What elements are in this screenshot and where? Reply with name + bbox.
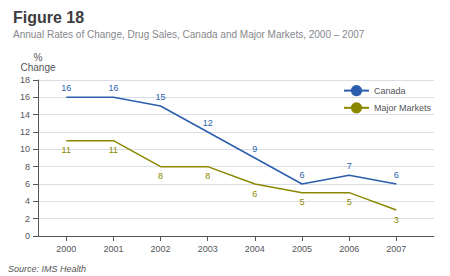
svg-text:2004: 2004: [245, 244, 265, 254]
svg-text:15: 15: [156, 92, 166, 102]
svg-text:6: 6: [299, 170, 304, 180]
svg-text:12: 12: [20, 127, 30, 137]
svg-text:4: 4: [25, 196, 30, 206]
svg-text:3: 3: [394, 215, 399, 225]
svg-text:8: 8: [25, 162, 30, 172]
svg-text:2003: 2003: [198, 244, 218, 254]
svg-text:Figure 18: Figure 18: [13, 9, 84, 26]
svg-text:6: 6: [25, 179, 30, 189]
svg-text:8: 8: [158, 171, 163, 181]
svg-text:2: 2: [25, 214, 30, 224]
svg-text:2005: 2005: [292, 244, 312, 254]
svg-text:2007: 2007: [386, 244, 406, 254]
svg-text:16: 16: [108, 83, 118, 93]
svg-text:0: 0: [25, 231, 30, 241]
svg-text:Source: IMS Health: Source: IMS Health: [8, 264, 86, 274]
svg-text:Annual Rates of Change, Drug S: Annual Rates of Change, Drug Sales, Cana…: [13, 29, 365, 40]
svg-text:Canada: Canada: [374, 86, 406, 96]
svg-text:18: 18: [20, 75, 30, 85]
svg-text:5: 5: [347, 197, 352, 207]
svg-text:2002: 2002: [151, 244, 171, 254]
svg-text:2000: 2000: [56, 244, 76, 254]
svg-text:16: 16: [20, 92, 30, 102]
svg-text:11: 11: [109, 145, 118, 155]
svg-text:2006: 2006: [339, 244, 359, 254]
svg-text:8: 8: [205, 171, 210, 181]
svg-text:10: 10: [20, 144, 30, 154]
svg-text:Major Markets: Major Markets: [374, 103, 432, 113]
svg-text:6: 6: [394, 170, 399, 180]
svg-text:12: 12: [203, 118, 213, 128]
svg-text:7: 7: [347, 161, 352, 171]
svg-text:Change: Change: [20, 62, 55, 73]
svg-text:11: 11: [62, 145, 71, 155]
svg-text:2001: 2001: [103, 244, 123, 254]
svg-text:16: 16: [61, 83, 71, 93]
svg-text:9: 9: [252, 144, 257, 154]
svg-text:6: 6: [252, 189, 257, 199]
svg-text:14: 14: [20, 110, 30, 120]
svg-text:5: 5: [299, 197, 304, 207]
